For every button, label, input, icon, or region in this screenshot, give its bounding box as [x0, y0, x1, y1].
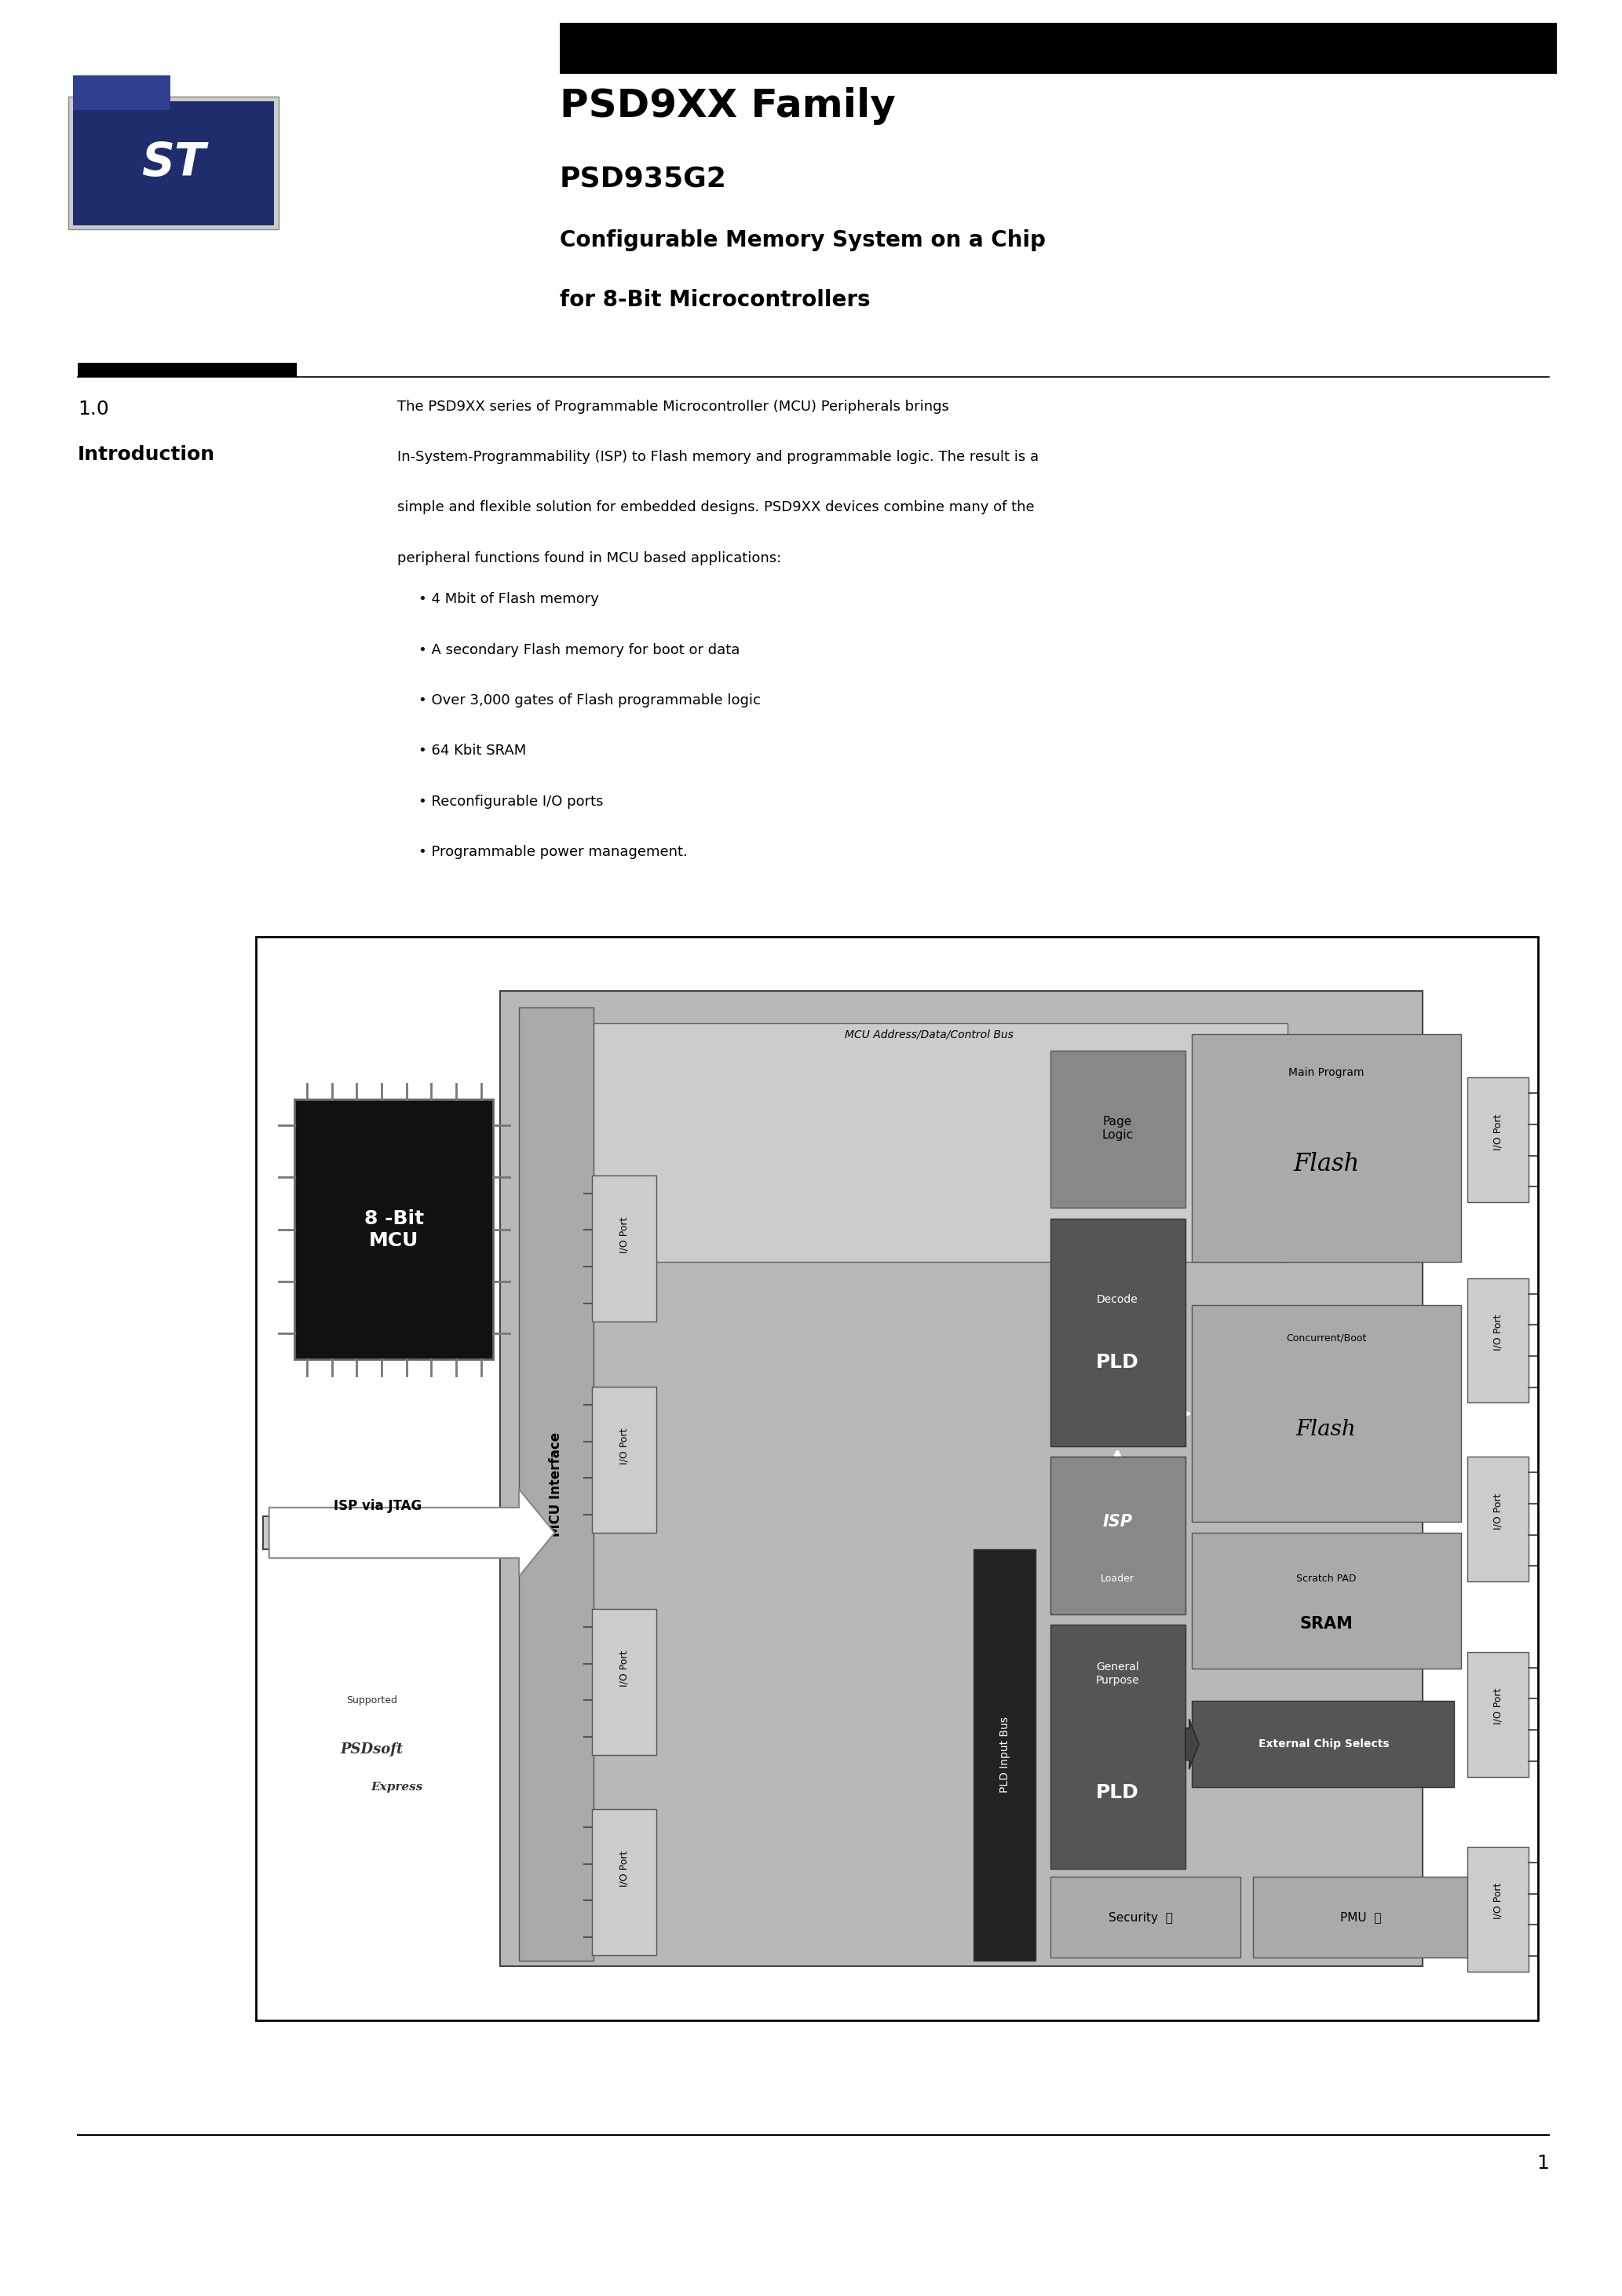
- Bar: [68, 96, 279, 230]
- Bar: [1468, 1279, 1528, 1403]
- Bar: [1051, 1219, 1186, 1446]
- Bar: [560, 23, 1557, 73]
- Text: Configurable Memory System on a Chip: Configurable Memory System on a Chip: [560, 230, 1046, 253]
- Text: Concurrent/Boot: Concurrent/Boot: [1286, 1332, 1366, 1343]
- Text: 1: 1: [1536, 2154, 1549, 2172]
- Bar: [500, 992, 1422, 1965]
- Bar: [519, 1008, 594, 1961]
- Bar: [973, 1550, 1035, 1961]
- Text: I/O Port: I/O Port: [620, 1851, 629, 1887]
- Text: External Chip Selects: External Chip Selects: [1259, 1738, 1388, 1750]
- Text: I/O Port: I/O Port: [1492, 1492, 1504, 1529]
- Text: Flash: Flash: [1296, 1419, 1356, 1440]
- Text: Express: Express: [371, 1782, 423, 1793]
- Bar: [1192, 1304, 1461, 1522]
- Text: MCU Address/Data/Control Bus: MCU Address/Data/Control Bus: [845, 1029, 1014, 1040]
- Text: • 4 Mbit of Flash memory: • 4 Mbit of Flash memory: [418, 592, 599, 606]
- Bar: [1051, 1052, 1186, 1208]
- Text: • A secondary Flash memory for boot or data: • A secondary Flash memory for boot or d…: [418, 643, 740, 657]
- FancyArrow shape: [269, 1490, 555, 1577]
- Bar: [1468, 1653, 1528, 1777]
- Text: Page
Logic: Page Logic: [1101, 1116, 1134, 1141]
- Text: ISP via JTAG: ISP via JTAG: [334, 1499, 422, 1513]
- FancyArrow shape: [1186, 1720, 1199, 1770]
- Text: 8 -Bit
MCU: 8 -Bit MCU: [365, 1210, 423, 1249]
- Bar: [592, 1176, 655, 1322]
- Text: In-System-Programmability (ISP) to Flash memory and programmable logic. The resu: In-System-Programmability (ISP) to Flash…: [397, 450, 1040, 464]
- Text: MCU Interface: MCU Interface: [550, 1433, 563, 1536]
- Text: 1.0: 1.0: [78, 400, 109, 418]
- Bar: [1468, 1077, 1528, 1203]
- Text: I/O Port: I/O Port: [620, 1428, 629, 1465]
- Bar: [592, 1609, 655, 1754]
- Bar: [1051, 1458, 1186, 1614]
- Text: • Reconfigurable I/O ports: • Reconfigurable I/O ports: [418, 794, 603, 808]
- Text: ST: ST: [141, 140, 206, 186]
- Text: Introduction: Introduction: [78, 445, 216, 464]
- Text: PLD: PLD: [1096, 1784, 1139, 1802]
- Text: I/O Port: I/O Port: [1492, 1688, 1504, 1724]
- Bar: [1192, 1701, 1455, 1789]
- Bar: [1051, 1626, 1186, 1869]
- Bar: [1192, 1534, 1461, 1669]
- Bar: [295, 1100, 493, 1359]
- Text: Supported: Supported: [345, 1697, 397, 1706]
- Bar: [73, 76, 170, 110]
- Text: Flash: Flash: [1293, 1153, 1359, 1176]
- Text: I/O Port: I/O Port: [1492, 1313, 1504, 1350]
- Bar: [1468, 1846, 1528, 1972]
- Bar: [1051, 1876, 1241, 1958]
- Text: General
Purpose: General Purpose: [1095, 1662, 1139, 1685]
- Text: Decode: Decode: [1096, 1295, 1139, 1306]
- Text: The PSD9XX series of Programmable Microcontroller (MCU) Peripherals brings: The PSD9XX series of Programmable Microc…: [397, 400, 949, 413]
- Text: PLD Input Bus: PLD Input Bus: [999, 1717, 1011, 1793]
- Text: • Over 3,000 gates of Flash programmable logic: • Over 3,000 gates of Flash programmable…: [418, 693, 761, 707]
- Text: ISP: ISP: [1103, 1513, 1132, 1529]
- Text: Security  🔒: Security 🔒: [1108, 1913, 1173, 1924]
- Text: • 64 Kbit SRAM: • 64 Kbit SRAM: [418, 744, 526, 758]
- Bar: [78, 363, 297, 377]
- Text: I/O Port: I/O Port: [1492, 1883, 1504, 1919]
- Text: PSDsoft: PSDsoft: [341, 1743, 404, 1756]
- Text: peripheral functions found in MCU based applications:: peripheral functions found in MCU based …: [397, 551, 782, 565]
- Text: Scratch PAD: Scratch PAD: [1296, 1573, 1356, 1584]
- Text: I/O Port: I/O Port: [1492, 1114, 1504, 1150]
- Bar: [571, 1024, 1288, 1263]
- Bar: [256, 937, 1538, 2020]
- Text: I/O Port: I/O Port: [620, 1651, 629, 1688]
- Bar: [263, 1518, 289, 1550]
- Text: Loader: Loader: [1100, 1573, 1134, 1584]
- Bar: [592, 1387, 655, 1534]
- Bar: [1468, 1458, 1528, 1582]
- Text: PSD935G2: PSD935G2: [560, 165, 727, 193]
- Text: SRAM: SRAM: [1299, 1616, 1353, 1632]
- Text: PMU  📦: PMU 📦: [1340, 1913, 1382, 1924]
- Bar: [1192, 1033, 1461, 1263]
- Text: PSD9XX Family: PSD9XX Family: [560, 87, 895, 124]
- Bar: [1254, 1876, 1468, 1958]
- Text: • Programmable power management.: • Programmable power management.: [418, 845, 688, 859]
- Text: I/O Port: I/O Port: [620, 1217, 629, 1254]
- Text: for 8-Bit Microcontrollers: for 8-Bit Microcontrollers: [560, 289, 869, 312]
- Text: Main Program: Main Program: [1288, 1068, 1364, 1077]
- Bar: [73, 101, 274, 225]
- Text: simple and flexible solution for embedded designs. PSD9XX devices combine many o: simple and flexible solution for embedde…: [397, 501, 1035, 514]
- Bar: [592, 1809, 655, 1956]
- Text: PLD: PLD: [1096, 1352, 1139, 1373]
